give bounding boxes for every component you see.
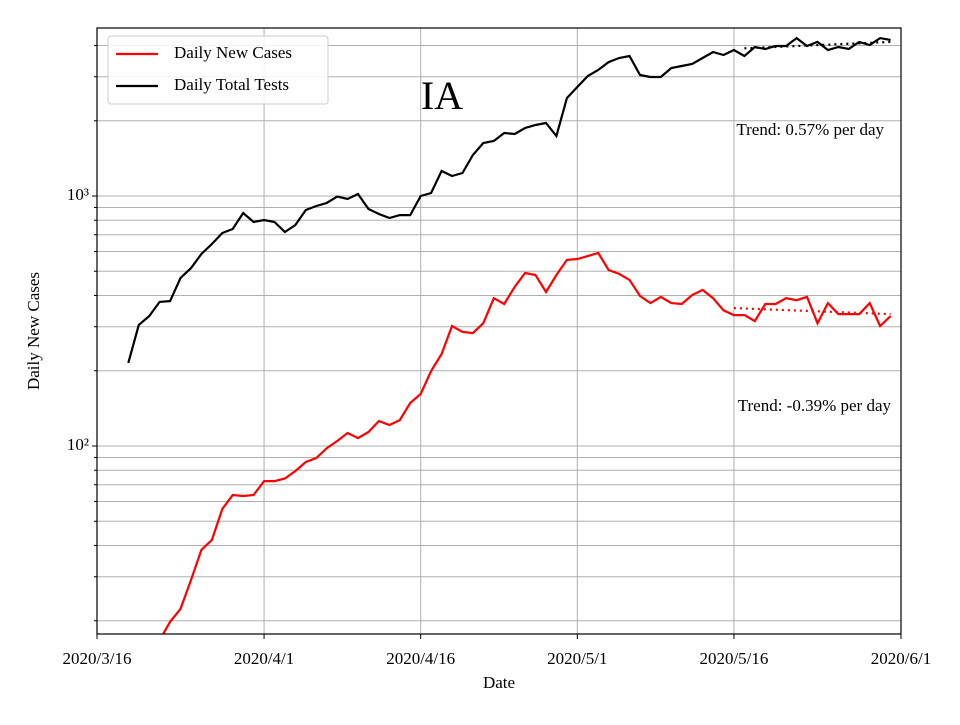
plot-frame <box>96 27 902 635</box>
series-line <box>161 251 892 634</box>
trend-line <box>744 40 891 50</box>
x-tick-label: 2020/4/16 <box>386 649 455 668</box>
trend-line <box>733 307 891 316</box>
x-axis-label: Date <box>483 673 515 692</box>
y-axis-label: Daily New Cases <box>24 272 43 390</box>
x-tick-label: 2020/5/16 <box>699 649 768 668</box>
trend-annotation: Trend: 0.57% per day <box>736 120 884 139</box>
legend-box <box>107 35 329 105</box>
legend-label: Daily Total Tests <box>174 75 289 94</box>
chart-title: IA <box>421 73 463 118</box>
grid <box>96 28 902 634</box>
x-tick-label: 2020/3/16 <box>63 649 132 668</box>
x-tick-label: 2020/5/1 <box>547 649 607 668</box>
series-line <box>127 36 891 364</box>
y-tick-label: 10² <box>67 435 89 454</box>
trend-annotation: Trend: -0.39% per day <box>738 396 892 415</box>
x-tick-label: 2020/6/1 <box>871 649 931 668</box>
y-tick-label: 10³ <box>67 185 89 204</box>
legend-label: Daily New Cases <box>174 43 292 62</box>
plot-lines <box>127 36 892 634</box>
x-tick-label: 2020/4/1 <box>234 649 294 668</box>
